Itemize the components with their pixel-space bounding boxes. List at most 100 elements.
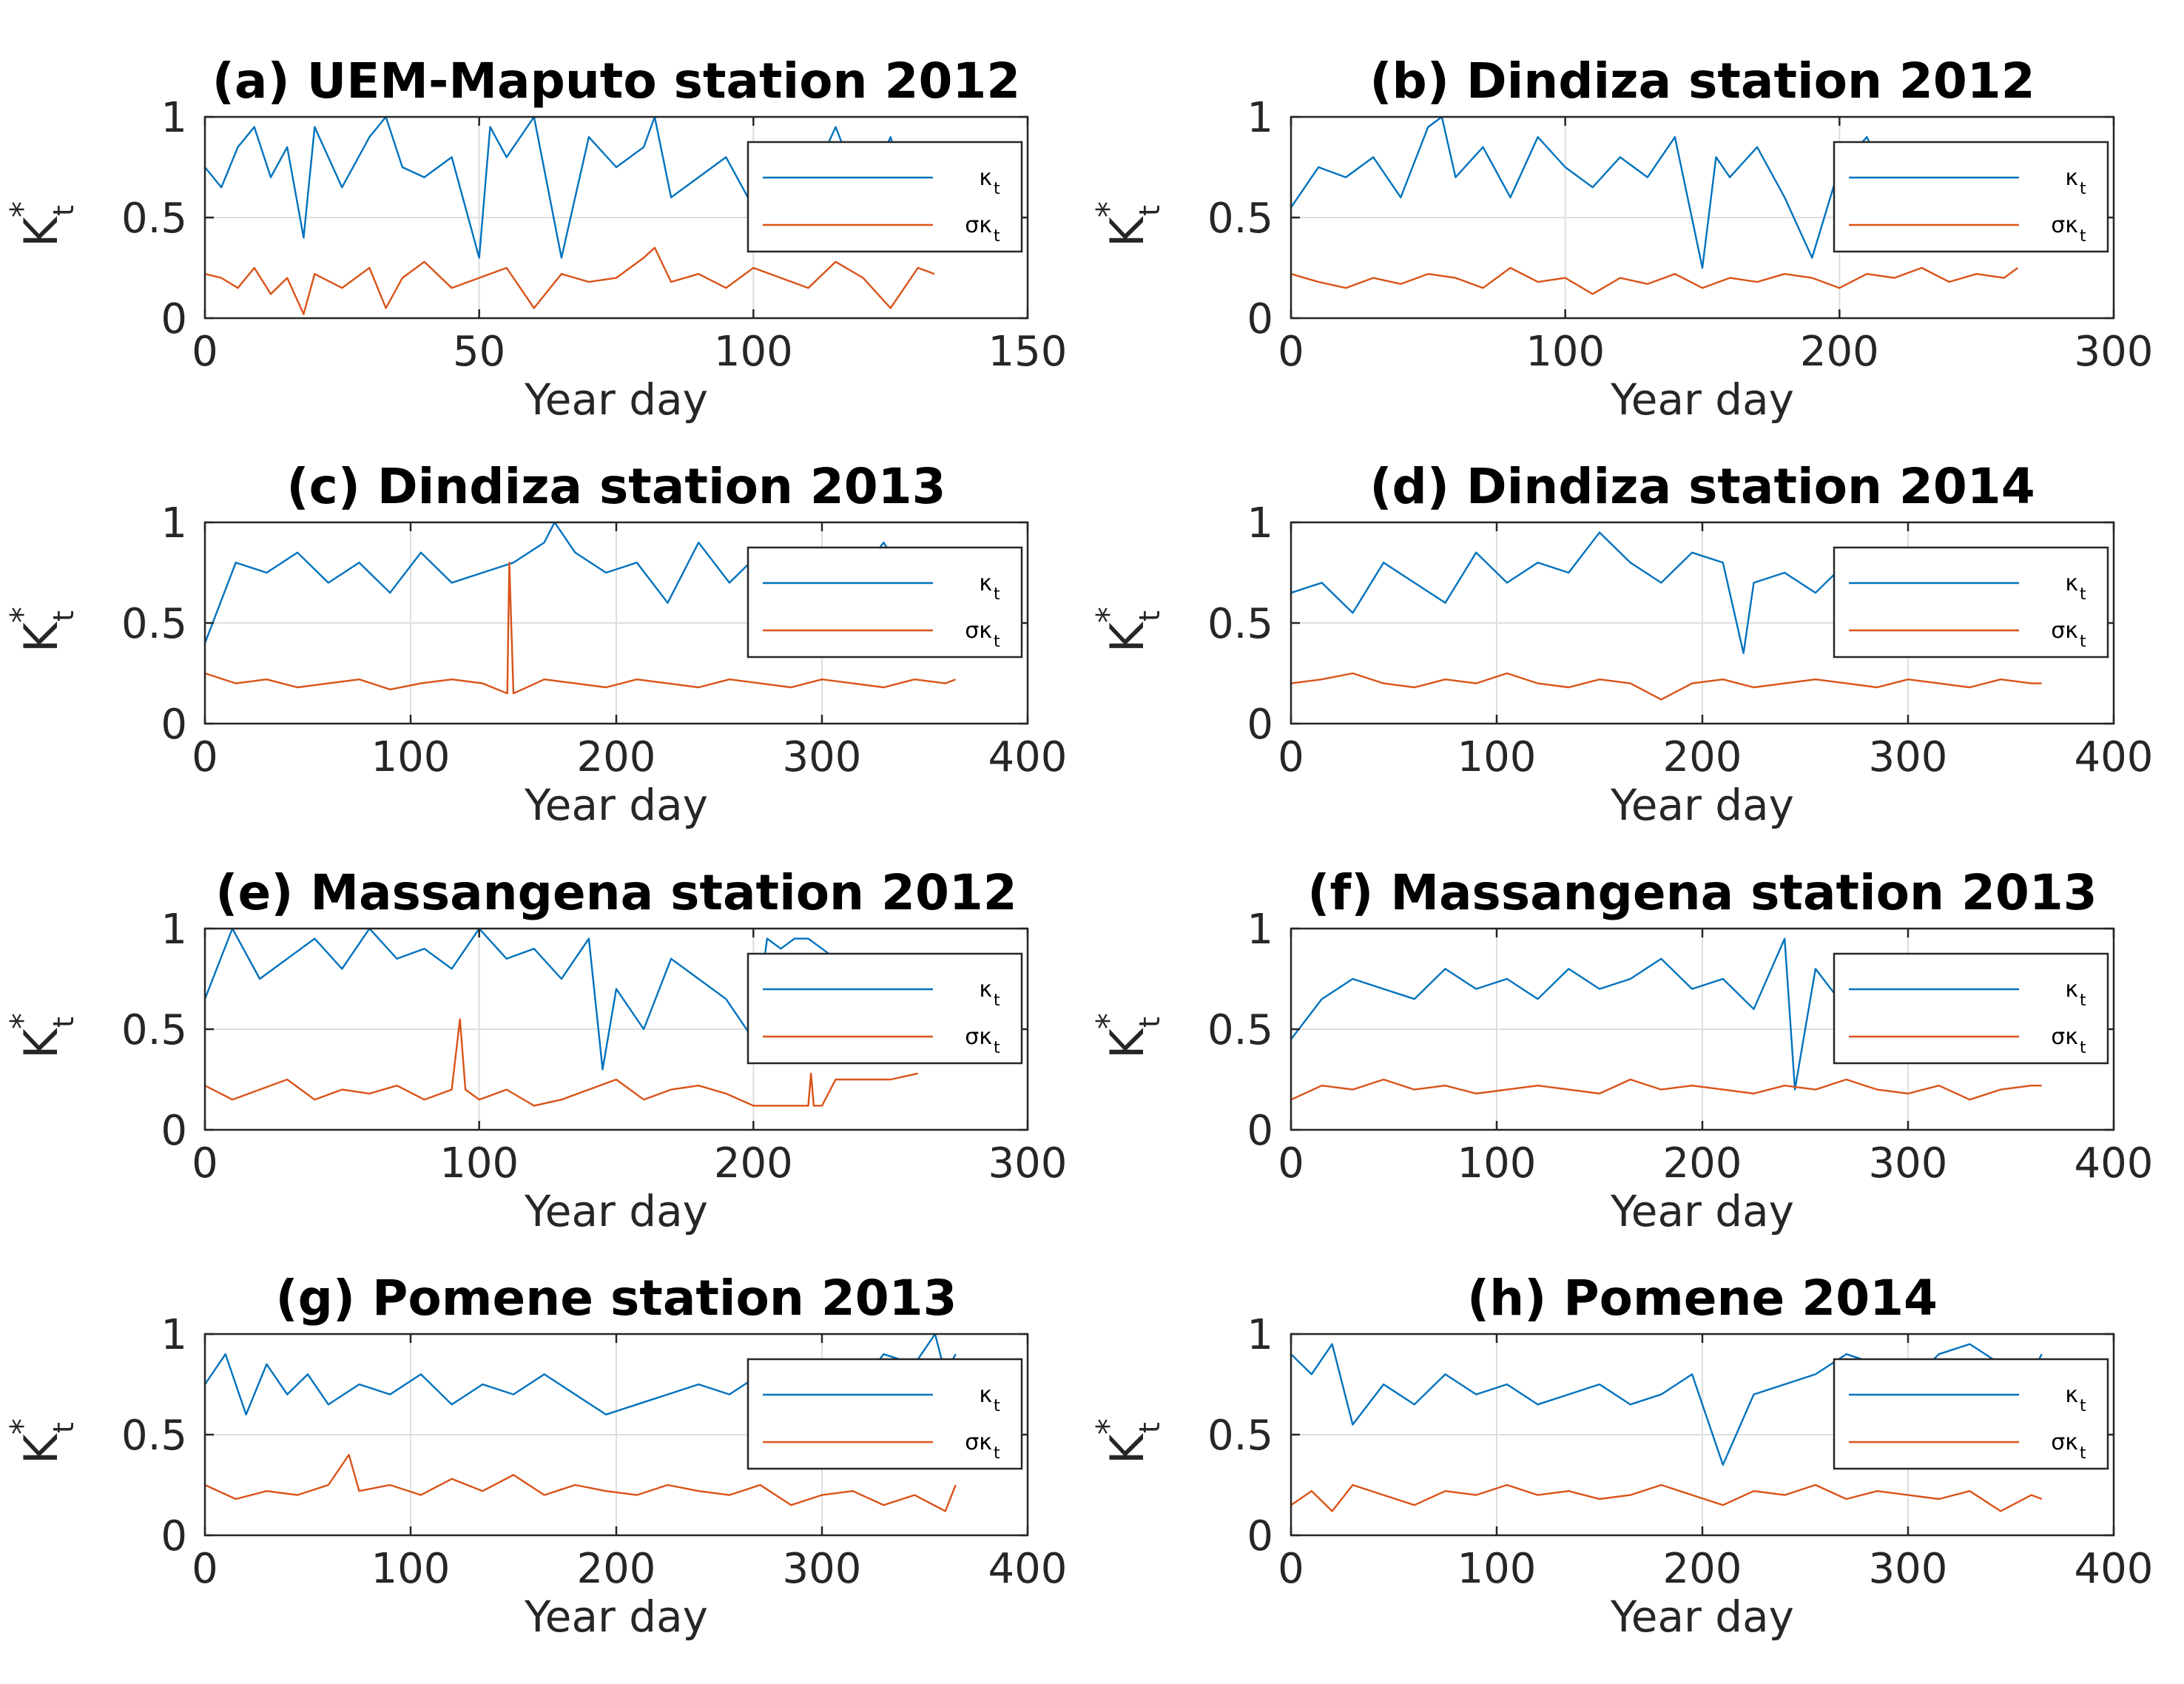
- x-tick-label: 400: [2075, 733, 2154, 781]
- legend-subscript-sigma-kt: t: [2080, 227, 2086, 246]
- legend: κ tσκ t: [746, 546, 1023, 659]
- legend: κ tσκ t: [1833, 546, 2109, 659]
- y-axis-label: Kt *: [4, 607, 80, 653]
- legend-subscript-kt: t: [2080, 1397, 2086, 1415]
- y-axis-label-subscript: t: [1133, 1422, 1166, 1433]
- legend-label-kt: κ: [2065, 165, 2078, 191]
- y-axis-label-superscript: *: [4, 607, 41, 623]
- x-tick-label: 300: [2075, 328, 2154, 376]
- y-axis-label-main: K: [1100, 216, 1154, 247]
- subplot-title: (d) Dindiza station 2014: [1369, 458, 2035, 515]
- y-tick-label: 0.5: [121, 1006, 187, 1054]
- x-axis-label: Year day: [524, 780, 708, 830]
- y-axis-label: Kt *: [1090, 1418, 1166, 1464]
- y-tick-label: 0: [161, 295, 187, 343]
- legend-subscript-kt: t: [2080, 991, 2086, 1010]
- subplot-title: (a) UEM-Maputo station 2012: [212, 53, 1020, 110]
- x-axis-label: Year day: [524, 1186, 708, 1236]
- y-axis-label-superscript: *: [1090, 1418, 1128, 1435]
- legend-subscript-sigma-kt: t: [994, 633, 1000, 651]
- y-axis-label-superscript: *: [1090, 607, 1128, 623]
- subplot-title: (g) Pomene station 2013: [275, 1270, 957, 1327]
- x-tick-label: 0: [192, 328, 218, 376]
- sigma-kt-series-line: [204, 1018, 918, 1107]
- legend: κ tσκ t: [746, 141, 1023, 253]
- subplot-a: (a) UEM-Maputo station 2012 0 50 100 150 0 0.5…: [4, 53, 1067, 425]
- legend: κ tσκ t: [746, 1358, 1023, 1470]
- subplot-title: (c) Dindiza station 2013: [286, 458, 946, 515]
- y-tick-label: 0.5: [1207, 1412, 1273, 1460]
- legend-subscript-sigma-kt: t: [994, 227, 1000, 246]
- y-axis-label: Kt *: [1090, 201, 1166, 247]
- x-tick-label: 400: [988, 1545, 1068, 1593]
- sigma-kt-series-line: [1290, 672, 2042, 701]
- y-axis-label-superscript: *: [4, 201, 41, 218]
- x-tick-label: 100: [1457, 733, 1537, 781]
- legend-subscript-kt: t: [994, 1397, 1000, 1415]
- x-tick-label: 300: [988, 1139, 1068, 1188]
- legend-subscript-sigma-kt: t: [2080, 633, 2086, 651]
- y-axis-label: Kt *: [1090, 607, 1166, 653]
- y-tick-label: 0: [161, 701, 187, 749]
- sigma-kt-series-line: [204, 562, 957, 695]
- x-tick-label: 300: [783, 1545, 862, 1593]
- x-tick-label: 0: [192, 1139, 218, 1188]
- y-axis-label-superscript: *: [1090, 1013, 1128, 1029]
- y-axis-label: Kt *: [4, 1418, 80, 1464]
- x-tick-label: 0: [1278, 1545, 1304, 1593]
- y-tick-label: 1: [1247, 94, 1273, 142]
- y-axis-label-main: K: [14, 216, 68, 247]
- legend-subscript-kt: t: [994, 180, 1000, 198]
- x-tick-label: 300: [1869, 733, 1948, 781]
- y-axis-label-subscript: t: [1133, 1017, 1166, 1028]
- x-tick-label: 300: [1869, 1139, 1948, 1188]
- y-tick-label: 0: [1247, 1512, 1273, 1560]
- y-tick-label: 0.5: [1207, 1006, 1273, 1054]
- x-tick-label: 100: [371, 733, 451, 781]
- y-tick-label: 0: [1247, 1107, 1273, 1155]
- sigma-kt-series-line: [204, 1453, 957, 1512]
- y-axis-label-main: K: [1100, 1028, 1154, 1059]
- x-tick-label: 200: [1663, 733, 1742, 781]
- y-axis-label-subscript: t: [47, 610, 80, 622]
- x-tick-label: 100: [1457, 1139, 1537, 1188]
- legend-label-kt: κ: [2065, 977, 2078, 1003]
- legend-box: [1833, 546, 2109, 659]
- y-tick-label: 0.5: [121, 1412, 187, 1460]
- y-axis-label-subscript: t: [47, 1422, 80, 1433]
- x-axis-label: Year day: [1610, 1186, 1794, 1236]
- subplot-d: (d) Dindiza station 2014 0 100 200 300 400 0 0.…: [1090, 458, 2153, 830]
- y-tick-label: 1: [161, 906, 187, 954]
- y-tick-label: 0: [1247, 701, 1273, 749]
- y-axis-label-main: K: [14, 622, 68, 653]
- y-tick-label: 0.5: [1207, 195, 1273, 243]
- x-tick-label: 200: [1663, 1545, 1742, 1593]
- y-axis-label-subscript: t: [47, 1017, 80, 1028]
- x-tick-label: 100: [1526, 328, 1605, 376]
- legend-subscript-sigma-kt: t: [2080, 1444, 2086, 1463]
- legend-label-sigma-kt: σκ: [965, 212, 992, 238]
- legend-label-sigma-kt: σκ: [2051, 618, 2078, 644]
- legend-label-sigma-kt: σκ: [2051, 212, 2078, 238]
- subplot-h: (h) Pomene 2014 0 100 200 300 400 0 0.5 1 Year da…: [1090, 1270, 2153, 1642]
- y-axis-label-subscript: t: [47, 205, 80, 216]
- x-tick-label: 150: [988, 328, 1068, 376]
- legend-subscript-kt: t: [2080, 180, 2086, 198]
- sigma-kt-series-line: [1290, 266, 2019, 295]
- subplot-f: (f) Massangena station 2013 0 100 200 300 400…: [1090, 864, 2153, 1236]
- y-axis-label-superscript: *: [4, 1013, 41, 1029]
- y-axis-label: Kt *: [1090, 1013, 1166, 1059]
- y-tick-label: 1: [1247, 499, 1273, 548]
- legend-box: [746, 1358, 1023, 1470]
- x-tick-label: 300: [1869, 1545, 1948, 1593]
- subplot-title: (e) Massangena station 2012: [215, 864, 1017, 921]
- y-tick-label: 1: [1247, 1311, 1273, 1359]
- sigma-kt-series-line: [1290, 1078, 2042, 1101]
- x-tick-label: 0: [1278, 328, 1304, 376]
- subplot-title: (b) Dindiza station 2012: [1369, 53, 2035, 110]
- x-tick-label: 0: [192, 1545, 218, 1593]
- legend-label-sigma-kt: σκ: [2051, 1429, 2078, 1455]
- subplot-g: (g) Pomene station 2013 0 100 200 300 400 0 0.5…: [4, 1270, 1067, 1642]
- x-tick-label: 50: [453, 328, 505, 376]
